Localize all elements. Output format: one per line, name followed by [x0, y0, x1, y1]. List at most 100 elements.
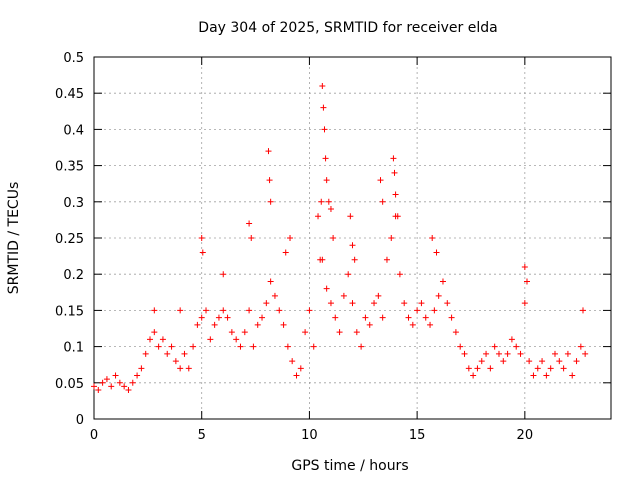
data-point	[211, 321, 218, 328]
data-point	[474, 365, 481, 372]
y-tick-label: 0.05	[55, 377, 84, 392]
data-point	[116, 379, 123, 386]
data-point	[95, 387, 102, 394]
data-point	[276, 307, 283, 314]
data-point	[125, 387, 132, 394]
data-point	[508, 336, 515, 343]
data-point	[282, 249, 289, 256]
data-point	[349, 242, 356, 249]
data-point	[582, 350, 589, 357]
data-point	[573, 358, 580, 365]
data-point	[465, 365, 472, 372]
data-point	[444, 300, 451, 307]
data-point	[266, 177, 273, 184]
data-point	[543, 372, 550, 379]
data-point	[317, 256, 324, 263]
data-point	[483, 350, 490, 357]
y-tick-label: 0.3	[63, 196, 84, 211]
data-point	[383, 256, 390, 263]
data-point	[521, 263, 528, 270]
data-point	[332, 314, 339, 321]
data-point	[177, 365, 184, 372]
data-point	[579, 307, 586, 314]
data-point	[190, 343, 197, 350]
data-points	[91, 82, 589, 394]
y-tick-label: 0.5	[63, 51, 84, 66]
y-tick-label: 0.15	[55, 304, 84, 319]
data-point	[556, 358, 563, 365]
data-point	[142, 350, 149, 357]
data-point	[391, 169, 398, 176]
data-point	[564, 350, 571, 357]
y-tick-label: 0.1	[63, 341, 84, 356]
data-point	[320, 104, 327, 111]
data-point	[392, 191, 399, 198]
data-point	[265, 148, 272, 155]
data-point	[159, 336, 166, 343]
x-tick-label: 20	[517, 428, 534, 443]
data-point	[500, 358, 507, 365]
data-point	[259, 314, 266, 321]
data-point	[521, 300, 528, 307]
data-point	[323, 177, 330, 184]
data-point	[457, 343, 464, 350]
data-point	[435, 292, 442, 299]
data-point	[487, 365, 494, 372]
data-point	[439, 278, 446, 285]
data-point	[319, 82, 326, 89]
data-point	[151, 307, 158, 314]
data-point	[220, 271, 227, 278]
data-point	[321, 126, 328, 133]
data-point	[220, 307, 227, 314]
x-tick-label: 15	[409, 428, 426, 443]
data-point	[302, 329, 309, 336]
data-point	[495, 350, 502, 357]
data-point	[172, 358, 179, 365]
data-point	[271, 292, 278, 299]
data-point	[470, 372, 477, 379]
data-point	[129, 379, 136, 386]
data-point	[108, 383, 115, 390]
chart-title: Day 304 of 2025, SRMTID for receiver eld…	[198, 20, 497, 36]
data-point	[422, 314, 429, 321]
data-point	[91, 383, 97, 390]
data-point	[394, 213, 401, 220]
data-point	[504, 350, 511, 357]
data-point	[330, 235, 337, 241]
data-point	[325, 198, 332, 205]
data-point	[322, 155, 329, 162]
data-point	[371, 300, 378, 307]
data-point	[203, 307, 210, 314]
data-point	[358, 343, 365, 350]
data-point	[433, 249, 440, 256]
axis-ticks: 0 0.05 0.1 0.15 0.2 0.25 0.3 0.35 0.4 0.45 0.5 0 5 10…	[55, 51, 611, 443]
data-point	[306, 307, 313, 314]
data-point	[577, 343, 584, 350]
x-tick-label: 10	[301, 428, 318, 443]
data-point	[560, 365, 567, 372]
data-point	[351, 256, 358, 263]
data-point	[353, 329, 360, 336]
data-point	[250, 343, 257, 350]
data-point	[237, 343, 244, 350]
data-point	[198, 235, 205, 241]
y-tick-label: 0.45	[55, 87, 84, 102]
data-point	[539, 358, 546, 365]
data-point	[215, 314, 222, 321]
data-point	[185, 365, 192, 372]
data-point	[401, 300, 408, 307]
data-point	[379, 198, 386, 205]
y-tick-label: 0.25	[55, 232, 84, 247]
data-point	[177, 307, 184, 314]
data-point	[228, 329, 235, 336]
data-point	[448, 314, 455, 321]
data-point	[551, 350, 558, 357]
data-point	[461, 350, 468, 357]
data-point	[287, 235, 294, 241]
data-point	[517, 350, 524, 357]
data-point	[362, 314, 369, 321]
data-point	[409, 321, 416, 328]
y-axis-label: SRMTID / TECUs	[6, 182, 22, 295]
data-point	[254, 321, 261, 328]
data-point	[347, 213, 354, 220]
